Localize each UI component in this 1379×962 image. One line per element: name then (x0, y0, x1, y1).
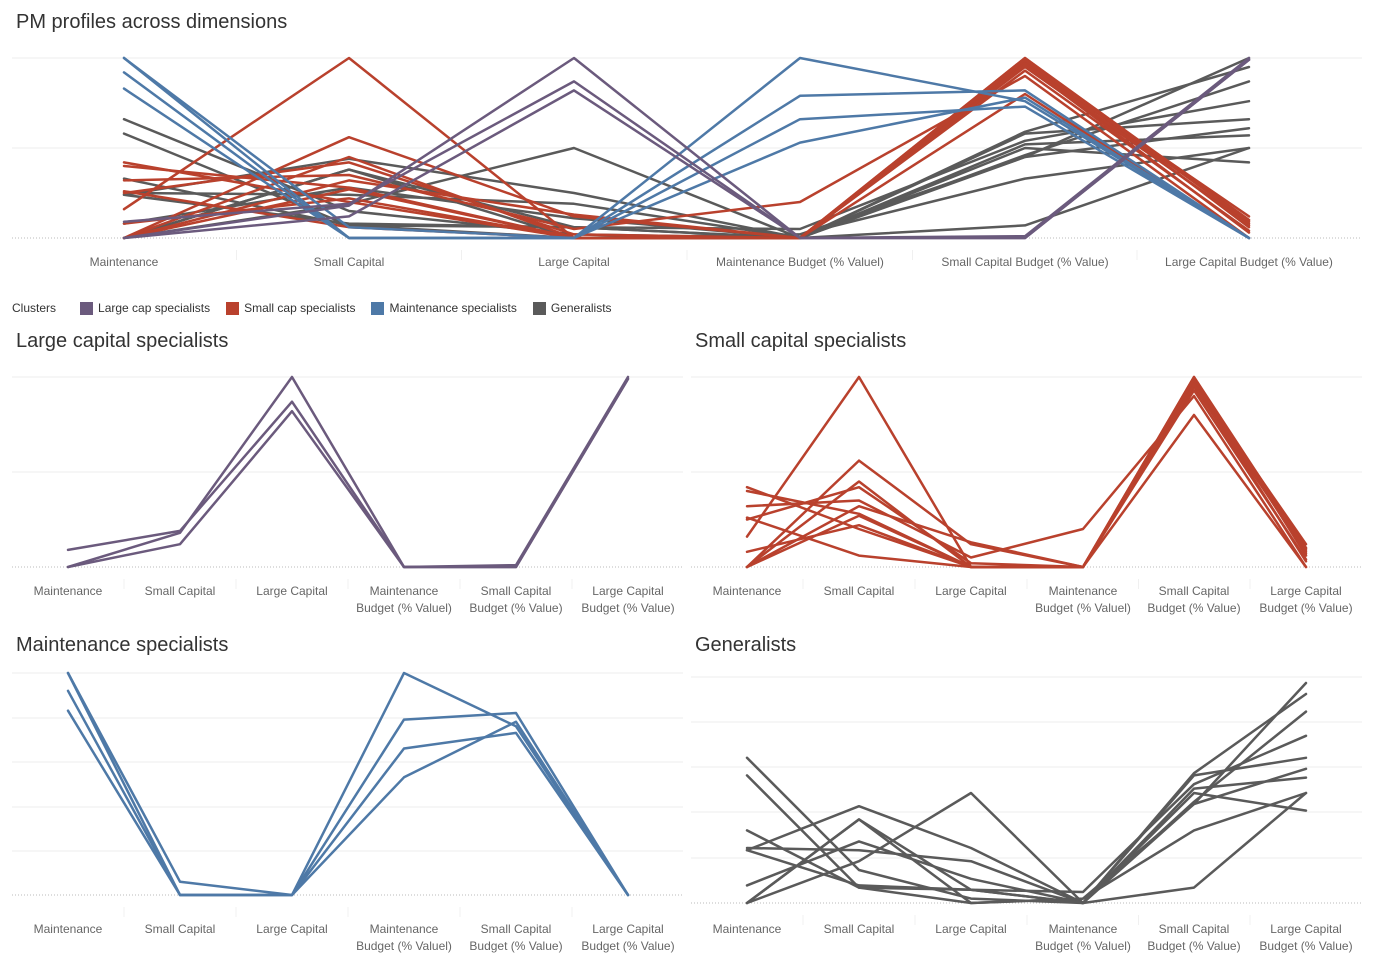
legend-label-small-cap: Small cap specialists (244, 301, 356, 315)
small-cap-chart-axis-label-4: Maintenance Budget (% Valuel) (1035, 584, 1131, 615)
maintenance-chart-axis-label-6: Large Capital Budget (% Value) (581, 922, 675, 953)
legend-title: Clusters (12, 301, 57, 315)
small-cap-chart-line-small-cap-5[interactable] (745, 381, 1308, 569)
large-cap-chart-line-large-cap-2[interactable] (66, 377, 630, 569)
generalists-chart-axis-label-1: Maintenance (712, 922, 782, 936)
large-cap-chart-axis-label-2: Small Capital (144, 584, 216, 598)
small-cap-chart-line-small-cap-6[interactable] (745, 394, 1308, 569)
generalists-chart-axis-label-6: Large Capital Budget (% Value) (1259, 922, 1353, 953)
main-chart-line-maintenance-3[interactable] (122, 87, 1251, 240)
legend-label-large-cap: Large cap specialists (98, 301, 211, 315)
main-chart-axis-label-1: Maintenance (89, 255, 159, 269)
large-cap-chart-axis-label-1: Maintenance (33, 584, 103, 598)
generalists-chart-line-generalists-7[interactable] (745, 791, 1308, 905)
large-cap-chart-axis-label-6: Large Capital Budget (% Value) (581, 584, 675, 615)
main-chart-line-large-cap-3[interactable] (122, 58, 1251, 240)
generalists-chart-axis-label-2: Small Capital (823, 922, 895, 936)
large-cap-chart-axis-label-3: Large Capital (256, 584, 328, 598)
maintenance-chart-title: Maintenance specialists (16, 634, 229, 656)
generalists-chart-line-generalists-6[interactable] (745, 776, 1308, 905)
legend-label-generalists: Generalists (550, 301, 612, 315)
large-cap-chart-title: Large capital specialists (16, 330, 229, 352)
small-cap-chart-line-small-cap-10[interactable] (745, 413, 1308, 569)
legend-swatch-small-cap (226, 301, 240, 315)
small-cap-chart-line-small-cap-1[interactable] (745, 375, 1308, 569)
generalists-chart-axis-label-4: Maintenance Budget (% Valuel) (1035, 922, 1131, 953)
main-chart-axis-label-2: Small Capital (313, 255, 385, 269)
large-cap-chart-line-large-cap-1[interactable] (66, 375, 630, 569)
small-cap-chart-line-small-cap-9[interactable] (745, 383, 1308, 569)
large-cap-chart-axis-label-4: Maintenance Budget (% Valuel) (356, 584, 452, 615)
main-chart-line-small-cap-8[interactable] (122, 62, 1251, 240)
generalists-chart-axis-label-5: Small Capital Budget (% Value) (1147, 922, 1241, 953)
main-chart-axis-label-6: Large Capital Budget (% Value) (1165, 255, 1333, 269)
large-cap-chart-axis-label-5: Small Capital Budget (% Value) (469, 584, 563, 615)
maintenance-chart-axis-label-1: Maintenance (33, 922, 103, 936)
legend-label-maintenance: Maintenance specialists (389, 301, 517, 315)
maintenance-chart-axis-label-5: Small Capital Budget (% Value) (469, 922, 563, 953)
main-chart-axis-label-4: Maintenance Budget (% Valuel) (716, 255, 884, 269)
small-cap-chart-line-small-cap-4[interactable] (745, 389, 1308, 569)
main-chart-axis-label-3: Large Capital (538, 255, 610, 269)
maintenance-chart-axis-label-3: Large Capital (256, 922, 328, 936)
maintenance-chart-line-maintenance-2[interactable] (66, 689, 630, 897)
small-cap-chart-line-small-cap-8[interactable] (745, 381, 1308, 569)
legend-swatch-generalists (532, 301, 546, 315)
main-chart (0, 0, 1379, 290)
generalists-chart-line-generalists-3[interactable] (745, 710, 1308, 905)
main-chart-title: PM profiles across dimensions (16, 11, 288, 33)
generalists-chart-line-generalists-2[interactable] (745, 774, 1308, 905)
generalists-chart-axis-label-3: Large Capital (935, 922, 1007, 936)
small-cap-chart-line-small-cap-2[interactable] (745, 379, 1308, 569)
legend-item-small-cap[interactable]: Small cap specialists (226, 301, 355, 315)
small-cap-chart-axis-label-2: Small Capital (823, 584, 895, 598)
generalists-chart-line-generalists-8[interactable] (745, 734, 1308, 905)
small-cap-chart-axis-label-6: Large Capital Budget (% Value) (1259, 584, 1353, 615)
generalists-chart-line-generalists-10[interactable] (745, 681, 1308, 905)
legend-swatch-large-cap (80, 301, 94, 315)
maintenance-chart-line-maintenance-1[interactable] (66, 671, 630, 897)
large-cap-chart-line-large-cap-3[interactable] (66, 377, 630, 569)
legend-swatch-maintenance (371, 301, 385, 315)
small-cap-chart-line-small-cap-3[interactable] (745, 385, 1308, 569)
generalists-chart-line-generalists-4[interactable] (745, 767, 1308, 905)
legend-item-generalists[interactable]: Generalists (532, 301, 612, 315)
legend-item-maintenance[interactable]: Maintenance specialists (371, 301, 517, 315)
maintenance-chart-axis-label-4: Maintenance Budget (% Valuel) (356, 922, 452, 953)
generalists-chart-line-generalists-9[interactable] (745, 756, 1308, 905)
small-cap-chart-axis-label-5: Small Capital Budget (% Value) (1147, 584, 1241, 615)
main-chart-line-small-cap-6[interactable] (122, 74, 1251, 240)
main-chart-line-large-cap-1[interactable] (122, 56, 1251, 240)
small-cap-chart-line-small-cap-7[interactable] (745, 375, 1308, 569)
main-chart-axis-label-5: Small Capital Budget (% Value) (941, 255, 1109, 269)
small-cap-chart-title: Small capital specialists (695, 330, 907, 352)
small-cap-chart-axis-label-3: Large Capital (935, 584, 1007, 598)
maintenance-chart-axis-label-2: Small Capital (144, 922, 216, 936)
generalists-chart-line-generalists-1[interactable] (745, 791, 1308, 905)
maintenance-chart-line-maintenance-3[interactable] (66, 709, 630, 897)
small-cap-chart-axis-label-1: Maintenance (712, 584, 782, 598)
cluster-legend: Clusters Large cap specialists Small cap… (12, 298, 628, 318)
maintenance-chart-line-maintenance-4[interactable] (66, 671, 630, 897)
generalists-chart-title: Generalists (695, 634, 797, 656)
small-cap-chart-line-small-cap-11[interactable] (745, 377, 1308, 569)
generalists-chart-line-generalists-5[interactable] (745, 692, 1308, 905)
main-chart-plot (12, 56, 1362, 260)
legend-item-large-cap[interactable]: Large cap specialists (80, 301, 210, 315)
